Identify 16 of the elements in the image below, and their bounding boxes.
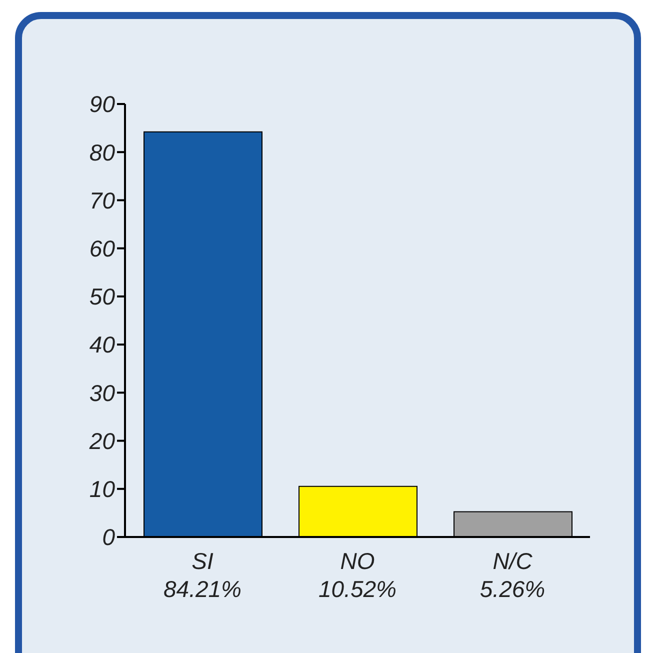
y-tick-label: 0 (102, 524, 116, 550)
y-tick-label: 70 (89, 187, 116, 214)
y-tick-label: 40 (89, 332, 116, 358)
data-label: 84.21% (163, 576, 242, 602)
y-tick-label: 60 (89, 236, 116, 262)
y-tick-label: 50 (89, 284, 116, 310)
y-tick-label: 90 (89, 91, 116, 118)
y-tick-label: 80 (89, 139, 116, 166)
y-tick-label: 10 (89, 476, 116, 502)
x-tick-label: SI (192, 548, 214, 574)
data-label: 5.26% (480, 576, 546, 602)
y-tick-label: 20 (88, 428, 116, 454)
x-tick-label: NO (340, 548, 375, 574)
y-tick-label: 30 (89, 380, 116, 406)
data-label: 10.52% (318, 576, 397, 602)
x-tick-label: N/C (492, 548, 533, 574)
